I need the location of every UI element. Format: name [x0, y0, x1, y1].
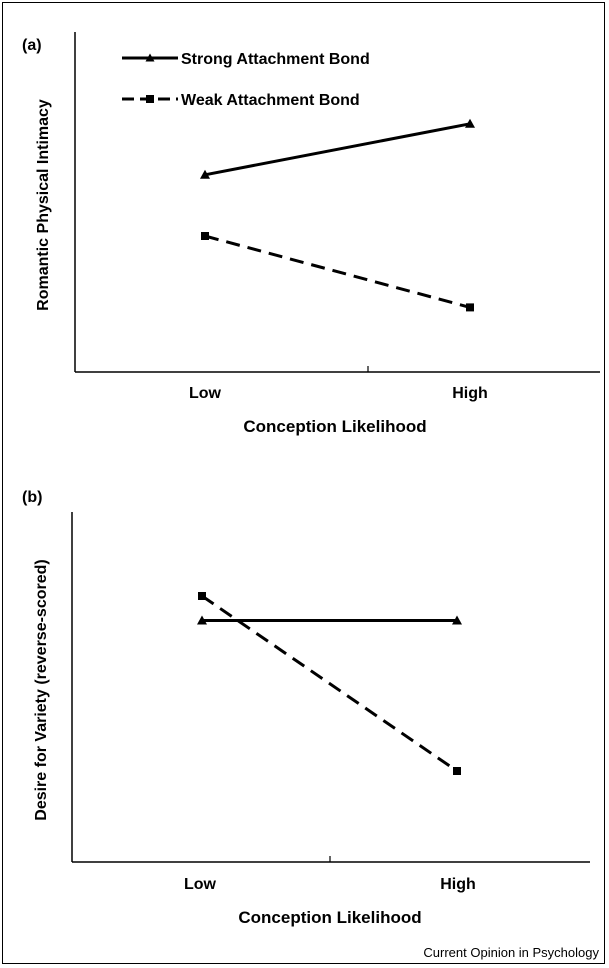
panel-b-strong-point-low: [197, 615, 207, 625]
panel-a-x-axis-title: Conception Likelihood: [243, 417, 426, 436]
panel-b-plot: [197, 592, 462, 775]
legend-square-marker: [146, 95, 154, 103]
panel-a: (a) Low High Conception Likelihood Roman…: [22, 32, 600, 436]
legend-weak-label: Weak Attachment Bond: [181, 92, 360, 109]
legend-triangle-marker: [145, 53, 155, 62]
panel-b-xtick-low: Low: [184, 876, 217, 893]
panel-b-strong-point-high: [452, 615, 462, 625]
panel-a-weak-point-low: [201, 232, 209, 240]
panel-a-weak-point-high: [466, 303, 474, 312]
panel-a-xtick-high: High: [452, 385, 488, 402]
panel-a-strong-point-low: [200, 169, 210, 179]
panel-a-weak-series-line: [204, 234, 471, 309]
panel-b-y-axis-title: Desire for Variety (reverse-scored): [33, 559, 50, 820]
panel-b-weak-series-line: [201, 594, 458, 773]
panel-b-x-axis-title: Conception Likelihood: [238, 908, 421, 927]
panel-b-weak-point-high: [453, 767, 461, 775]
panel-a-xtick-low: Low: [189, 385, 222, 402]
panel-b-weak-point-low: [198, 592, 206, 600]
panel-a-plot: [200, 118, 475, 312]
panel-a-y-axis-title: Romantic Physical Intimacy: [35, 99, 52, 311]
panel-b-label: (b): [22, 489, 42, 506]
panel-a-strong-series-line: [204, 122, 471, 177]
panel-b-xtick-high: High: [440, 876, 476, 893]
panel-a-label: (a): [22, 37, 42, 54]
source-credit: Current Opinion in Psychology: [423, 945, 599, 960]
panel-b: (b) Low High Conception Likelihood Desir…: [22, 489, 590, 927]
panel-a-strong-point-high: [465, 118, 475, 128]
legend-strong-label: Strong Attachment Bond: [181, 51, 370, 68]
legend: Strong Attachment Bond Weak Attachment B…: [122, 51, 370, 109]
